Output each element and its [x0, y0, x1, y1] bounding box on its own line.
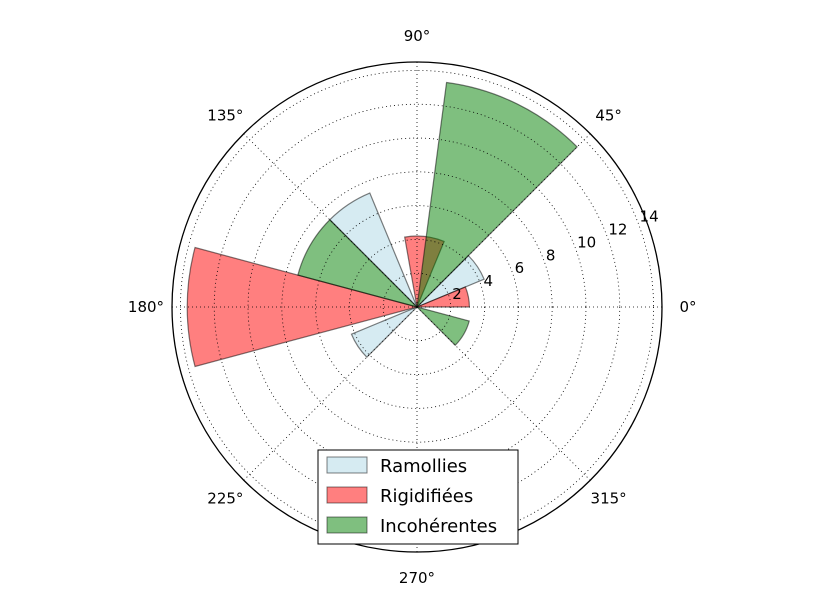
bar-rigidifiées-2: [186, 246, 420, 368]
legend-swatch-ramollies: [326, 456, 368, 474]
theta-tick-label-135: 135°: [207, 106, 243, 124]
bar-incohérentes-1: [297, 218, 420, 309]
bars-layer: [186, 81, 578, 368]
legend-label-incoherentes: Incohérentes: [380, 516, 497, 537]
grid-circle-12: [213, 103, 621, 511]
theta-tick-label-225: 225°: [207, 490, 243, 508]
legend-swatch-rigidifiees: [326, 486, 368, 504]
bar-incohérentes-2: [414, 305, 470, 347]
labels-layer: 0° 45° 90° 135° 180° 225° 270° 315° 2 4 6 8 10 12 14: [128, 27, 697, 587]
grid-spoke-315: [416, 306, 591, 481]
theta-tick-label-0: 0°: [679, 298, 696, 316]
r-tick-label-4: 4: [483, 272, 493, 290]
theta-tick-label-90: 90°: [404, 27, 431, 45]
polar-frame: [171, 61, 663, 553]
grid-circle-2: [382, 272, 452, 342]
r-tick-label-12: 12: [608, 220, 627, 238]
grid-circle-4: [349, 239, 485, 375]
grid-circle-6: [315, 205, 519, 409]
r-tick-label-6: 6: [515, 259, 525, 277]
theta-tick-label-315: 315°: [591, 490, 627, 508]
legend-swatch-incoherentes: [326, 516, 368, 534]
grid-layer: [172, 62, 662, 552]
r-tick-label-10: 10: [577, 233, 596, 251]
legend-label-rigidifiees: Rigidifiées: [380, 486, 473, 507]
legend: Ramollies Rigidifiées Incohérentes: [317, 449, 519, 545]
grid-spoke-135: [243, 133, 418, 308]
grid-spoke-225: [243, 306, 418, 481]
bar-ramollies-2: [350, 306, 418, 359]
bar-incohérentes-0: [416, 81, 578, 309]
theta-tick-label-45: 45°: [595, 106, 622, 124]
grid-spoke-45: [416, 133, 591, 308]
theta-tick-label-270: 270°: [399, 569, 435, 587]
theta-tick-label-180: 180°: [128, 298, 164, 316]
r-tick-label-2: 2: [452, 285, 462, 303]
legend-label-ramollies: Ramollies: [380, 456, 467, 477]
r-tick-label-14: 14: [640, 207, 659, 225]
r-tick-label-8: 8: [546, 246, 556, 264]
grid-circle-8: [281, 171, 553, 443]
